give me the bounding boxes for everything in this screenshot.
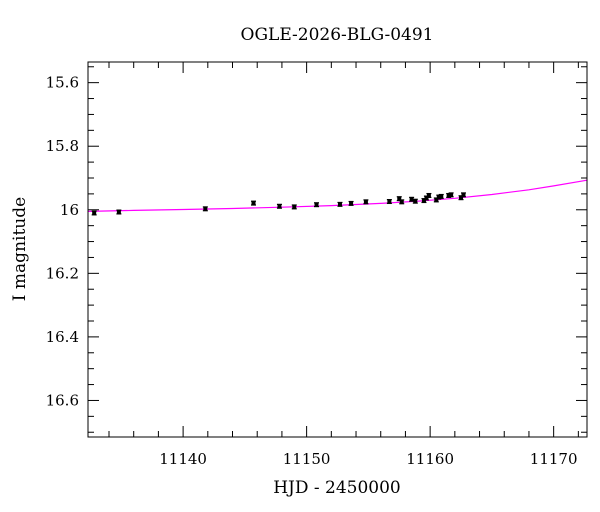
point-marker: [413, 199, 418, 204]
data-point: [438, 193, 444, 199]
x-tick-label: 11140: [159, 450, 207, 468]
point-marker: [349, 201, 354, 206]
y-tick-label: 15.6: [46, 74, 79, 92]
point-marker: [251, 201, 256, 206]
data-point: [386, 199, 392, 205]
model-curve: [87, 179, 588, 212]
y-tick-label: 15.8: [46, 137, 79, 155]
y-tick-label: 16.2: [46, 264, 79, 282]
x-tick-label: 11150: [283, 450, 331, 468]
data-point: [460, 192, 466, 198]
point-marker: [203, 206, 208, 211]
data-point: [426, 192, 432, 198]
data-point: [251, 200, 257, 206]
point-marker: [337, 202, 342, 207]
plot-frame: [87, 61, 588, 438]
point-marker: [314, 202, 319, 207]
data-point: [202, 206, 208, 212]
y-axis-label: I magnitude: [10, 197, 30, 301]
point-marker: [436, 195, 441, 200]
point-marker: [424, 196, 429, 201]
point-marker: [449, 192, 454, 197]
point-marker: [434, 197, 439, 202]
point-marker: [387, 199, 392, 204]
data-point: [91, 210, 97, 216]
y-tick-label: 16.4: [46, 328, 79, 346]
data-point: [409, 196, 415, 202]
point-marker: [426, 193, 431, 198]
point-marker: [116, 210, 121, 214]
data-point: [291, 204, 297, 210]
point-marker: [459, 195, 464, 200]
data-point: [348, 200, 354, 206]
point-marker: [399, 199, 404, 204]
y-tick-label: 16: [60, 201, 79, 219]
plot-area: [87, 179, 588, 216]
axes: 11140 11150 11160 11170 15.6 15.8 16 16.2 16.4 16…: [46, 62, 587, 468]
chart-title: OGLE-2026-BLG-0491: [241, 25, 434, 45]
data-point: [412, 198, 418, 204]
x-tick-label: 11160: [406, 450, 454, 468]
point-marker: [397, 196, 402, 201]
data-point: [276, 203, 282, 209]
point-marker: [446, 193, 451, 198]
x-tick-label: 11170: [530, 450, 578, 468]
data-point: [448, 192, 454, 198]
x-axis-label: HJD - 2450000: [273, 478, 401, 498]
point-marker: [409, 197, 414, 202]
point-marker: [277, 204, 282, 209]
point-marker: [92, 210, 97, 215]
point-marker: [292, 204, 297, 209]
data-point: [399, 199, 405, 205]
data-point: [314, 202, 320, 208]
point-marker: [461, 192, 466, 197]
data-point: [363, 199, 369, 205]
y-tick-label: 16.6: [46, 391, 79, 409]
data-point: [116, 209, 122, 215]
point-marker: [363, 199, 368, 204]
point-marker: [421, 198, 426, 203]
point-marker: [439, 194, 444, 199]
data-point: [337, 201, 343, 207]
